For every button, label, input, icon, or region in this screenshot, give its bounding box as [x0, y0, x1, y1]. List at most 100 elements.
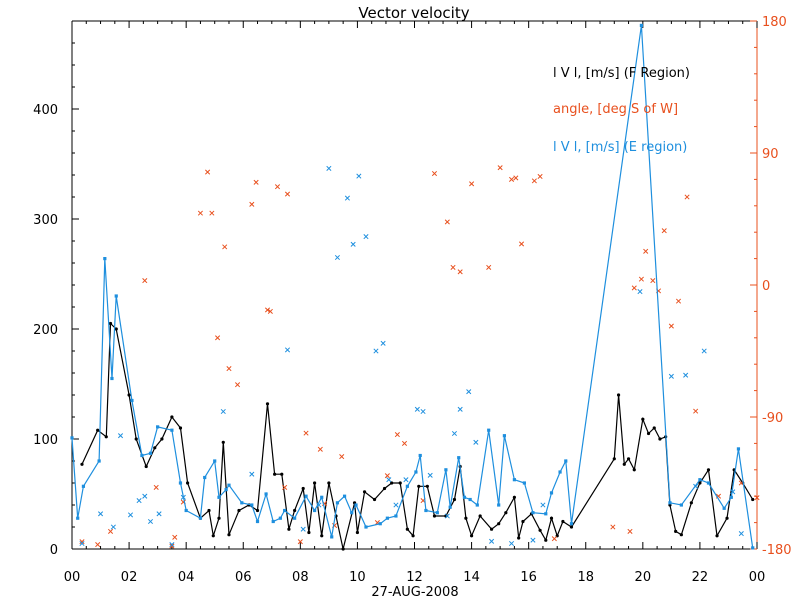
e-region-scatter-point	[457, 406, 463, 412]
angle-point	[754, 495, 760, 501]
e-region-point	[264, 492, 268, 496]
f-region-point	[307, 530, 311, 535]
e-region-point	[569, 522, 574, 526]
e-region-point	[385, 516, 389, 520]
e-region-point	[668, 501, 672, 505]
f-region-point	[715, 534, 719, 538]
e-region-scatter-point	[508, 540, 515, 547]
e-region-scatter-point	[473, 439, 479, 445]
e-region-scatter-point	[156, 511, 162, 517]
e-region-scatter-point	[334, 254, 340, 261]
e-region-scatter-point	[540, 502, 546, 508]
f-region-point	[390, 481, 394, 485]
e-region-point	[706, 481, 711, 485]
y-tick-label: 200	[33, 323, 58, 338]
y2-tick-label: 0	[762, 279, 770, 294]
angle-point	[457, 269, 463, 275]
f-region-point	[432, 514, 437, 518]
angle-point	[79, 539, 85, 545]
angle-point	[303, 430, 309, 436]
x-tick-label: 04	[178, 570, 195, 585]
e-region-scatter-point	[380, 340, 386, 346]
angle-point	[693, 408, 699, 414]
f-region-point	[405, 527, 409, 531]
f-region-point	[96, 428, 100, 432]
e-region-point	[97, 459, 101, 463]
f-region-point	[320, 534, 324, 538]
e-region-scatter-point	[738, 531, 744, 537]
e-region-point	[255, 519, 260, 524]
e-region-point	[522, 481, 526, 485]
f-region-point	[104, 435, 108, 439]
e-region-scatter-point	[79, 540, 85, 547]
e-region-scatter-point	[444, 513, 450, 519]
f-region-point	[170, 415, 174, 419]
e-region-scatter-point	[489, 538, 495, 544]
e-region-point	[304, 494, 308, 498]
y-tick-label: 0	[50, 543, 58, 558]
angle-point	[684, 194, 690, 200]
e-region-point	[283, 508, 287, 513]
angle-point	[153, 484, 159, 490]
f-region-point	[134, 437, 138, 441]
e-region-point	[342, 494, 347, 498]
f-region-point	[561, 519, 565, 524]
f-region-point	[301, 486, 305, 491]
e-region-point	[140, 453, 144, 458]
f-region-point	[293, 508, 297, 513]
x-tick-label: 22	[692, 570, 709, 585]
x-tick-label: 00	[64, 570, 81, 585]
f-region-point	[341, 547, 345, 551]
e-region-scatter-point	[97, 511, 104, 517]
x-tick-label: 18	[577, 570, 594, 585]
y2-tick-label: -180	[762, 543, 792, 558]
f-region-point	[504, 511, 508, 515]
x-tick-label: 02	[121, 570, 138, 585]
e-region-point	[148, 451, 153, 455]
x-tick-label: 08	[292, 570, 309, 585]
e-region-scatter-point	[136, 498, 142, 504]
e-region-point	[405, 484, 409, 488]
e-region-point	[722, 506, 726, 510]
f-region-point	[265, 402, 270, 406]
x-tick-label: 00	[749, 570, 766, 585]
e-region-point	[729, 495, 733, 499]
e-region-point	[213, 459, 217, 463]
e-region-scatter-point	[730, 489, 736, 495]
legend-entry: angle, [deg S of W]	[553, 102, 678, 117]
angle-point	[222, 244, 228, 250]
angle-point	[274, 184, 281, 190]
e-region-point	[278, 516, 282, 520]
e-region-point	[424, 508, 428, 513]
y-tick-label: 100	[33, 433, 58, 448]
f-region-point	[452, 497, 457, 502]
e-region-scatter-point	[386, 477, 392, 483]
e-region-point	[531, 511, 535, 515]
e-region-point	[549, 491, 554, 495]
e-region-point	[70, 436, 74, 440]
e-region-point	[512, 478, 516, 482]
e-region-scatter-point	[316, 502, 322, 508]
e-region-scatter-point	[147, 518, 154, 525]
angle-point	[317, 446, 323, 452]
e-region-scatter-point	[117, 433, 124, 439]
angle-point	[215, 335, 221, 341]
angle-point	[537, 173, 543, 180]
e-region-point	[184, 508, 188, 513]
angle-point	[205, 169, 211, 175]
f-region-point	[362, 490, 367, 494]
f-region-point	[646, 431, 651, 436]
e-region-point	[130, 398, 134, 403]
f-region-point	[679, 533, 683, 537]
f-region-point	[160, 437, 164, 441]
e-region-scatter-point	[414, 406, 420, 412]
f-region-point	[489, 527, 494, 531]
f-region-point	[544, 538, 548, 542]
e-region-scatter-point	[110, 524, 116, 530]
e-region-scatter-point	[668, 373, 674, 379]
e-region-point	[350, 511, 354, 515]
e-region-scatter-point	[300, 526, 306, 532]
e-region-point	[639, 23, 644, 27]
f-region-point	[469, 534, 474, 538]
e-region-scatter-point	[530, 537, 536, 543]
